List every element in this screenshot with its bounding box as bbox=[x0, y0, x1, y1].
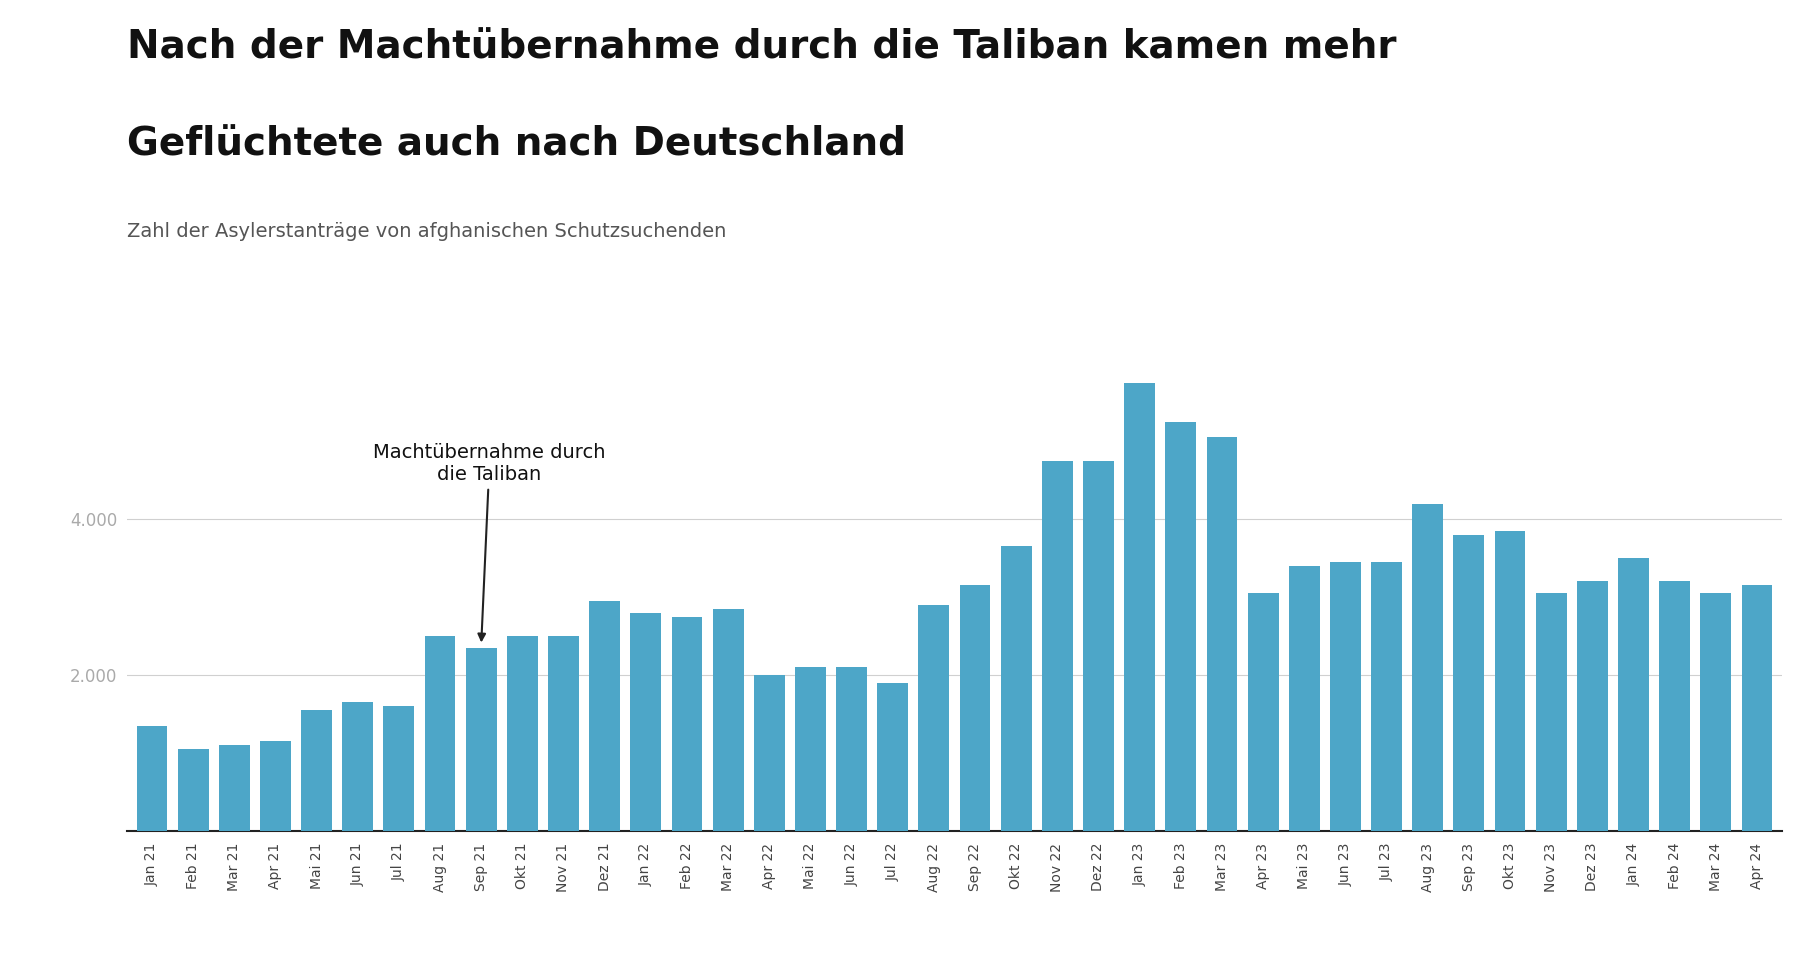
Bar bbox=[794, 668, 825, 831]
Bar bbox=[1413, 503, 1443, 831]
Bar bbox=[507, 636, 538, 831]
Bar bbox=[1742, 585, 1773, 831]
Bar bbox=[547, 636, 578, 831]
Bar bbox=[671, 616, 702, 831]
Bar bbox=[384, 706, 415, 831]
Bar bbox=[1371, 562, 1402, 831]
Bar bbox=[178, 749, 209, 831]
Bar bbox=[465, 647, 496, 831]
Bar bbox=[1536, 593, 1567, 831]
Bar bbox=[589, 601, 620, 831]
Bar bbox=[754, 675, 785, 831]
Bar bbox=[1618, 558, 1649, 831]
Text: Machtübernahme durch
die Taliban: Machtübernahme durch die Taliban bbox=[373, 443, 605, 640]
Bar bbox=[1124, 383, 1154, 831]
Bar bbox=[136, 725, 167, 831]
Text: Zahl der Asylerstanträge von afghanischen Schutzsuchenden: Zahl der Asylerstanträge von afghanische… bbox=[127, 222, 727, 242]
Bar bbox=[1494, 531, 1525, 831]
Bar bbox=[1000, 547, 1031, 831]
Text: Geflüchtete auch nach Deutschland: Geflüchtete auch nach Deutschland bbox=[127, 126, 905, 163]
Bar bbox=[260, 741, 291, 831]
Text: Nach der Machtübernahme durch die Taliban kamen mehr: Nach der Machtübernahme durch die Taliba… bbox=[127, 29, 1396, 67]
Bar bbox=[713, 609, 744, 831]
Bar bbox=[425, 636, 456, 831]
Bar bbox=[302, 710, 333, 831]
Bar bbox=[1576, 582, 1607, 831]
Bar bbox=[918, 605, 949, 831]
Bar bbox=[1042, 461, 1073, 831]
Bar bbox=[218, 745, 249, 831]
Bar bbox=[1247, 593, 1278, 831]
Bar bbox=[342, 702, 373, 831]
Bar bbox=[878, 683, 909, 831]
Bar bbox=[1207, 438, 1238, 831]
Bar bbox=[836, 668, 867, 831]
Bar bbox=[1165, 422, 1196, 831]
Bar bbox=[1084, 461, 1114, 831]
Bar bbox=[1700, 593, 1731, 831]
Bar bbox=[1289, 566, 1320, 831]
Bar bbox=[1453, 535, 1483, 831]
Bar bbox=[1331, 562, 1362, 831]
Bar bbox=[960, 585, 991, 831]
Bar bbox=[631, 612, 662, 831]
Bar bbox=[1660, 582, 1691, 831]
